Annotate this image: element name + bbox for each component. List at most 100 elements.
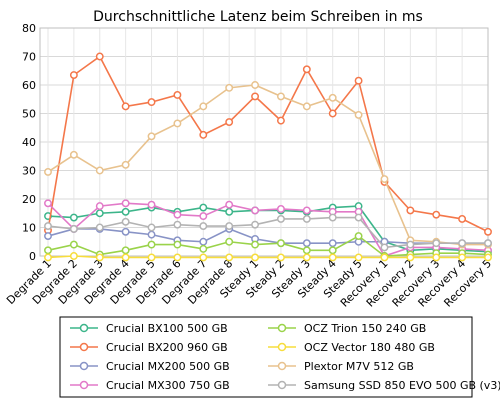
legend-label: OCZ Trion 150 240 GB (304, 322, 426, 335)
plot-area-border (39, 27, 489, 257)
data-point (484, 253, 492, 262)
series-line (47, 84, 488, 246)
data-point (199, 212, 208, 221)
data-point (95, 253, 104, 262)
data-point (199, 222, 208, 231)
data-point (302, 246, 311, 255)
data-point (95, 166, 104, 175)
data-point (147, 200, 156, 209)
data-point (121, 227, 130, 236)
data-point (173, 253, 182, 262)
y-tick-label: 40 (22, 136, 36, 149)
data-point (173, 220, 182, 229)
series-6 (44, 252, 492, 262)
data-point (328, 213, 337, 222)
data-point (276, 239, 285, 248)
data-point (251, 220, 260, 229)
data-point (173, 91, 182, 99)
data-point (173, 119, 182, 128)
series-group (44, 52, 492, 262)
data-point (147, 132, 156, 141)
legend-swatch-marker (79, 361, 89, 371)
data-point (44, 222, 52, 231)
data-point (44, 167, 52, 176)
data-point (199, 253, 208, 262)
data-point (69, 252, 78, 260)
data-point (199, 130, 208, 139)
legend-item: Crucial MX200 500 GB (70, 360, 230, 373)
data-point (328, 109, 337, 118)
legend-swatch-marker (277, 323, 287, 333)
y-tick-label: 60 (22, 79, 36, 92)
legend-swatch-marker (277, 342, 287, 352)
data-point (147, 230, 156, 239)
data-point (380, 243, 389, 252)
data-point (147, 223, 156, 232)
data-point (484, 239, 492, 248)
legend-item: Samsung SSD 850 EVO 500 GB (v3) (268, 379, 500, 392)
data-point (95, 202, 104, 211)
legend-swatch-marker (277, 380, 287, 390)
series-line (47, 235, 489, 257)
data-point (458, 239, 467, 248)
data-point (354, 232, 363, 241)
legend-label: Plextor M7V 512 GB (304, 360, 414, 373)
series-7 (44, 81, 492, 249)
data-point (225, 200, 234, 209)
legend-item: OCZ Trion 150 240 GB (268, 322, 426, 335)
data-point (406, 206, 415, 215)
data-point (173, 210, 182, 219)
data-point (458, 253, 467, 262)
data-point (276, 215, 285, 223)
data-point (251, 206, 260, 215)
data-point (302, 206, 311, 215)
legend-label: Crucial BX200 960 GB (106, 341, 228, 354)
data-point (121, 102, 130, 111)
data-point (354, 213, 363, 222)
data-point (302, 239, 311, 248)
series-8 (44, 213, 492, 252)
legend-label: OCZ Vector 180 480 GB (304, 341, 435, 354)
chart-title: Durchschnittliche Latenz beim Schreiben … (93, 9, 423, 25)
data-point (44, 232, 52, 241)
series-line (47, 216, 488, 249)
data-point (328, 239, 337, 248)
data-point (147, 98, 156, 107)
data-point (147, 240, 156, 249)
legend-label: Crucial BX100 500 GB (106, 322, 228, 335)
data-point (44, 253, 52, 262)
legend-swatch-marker (79, 323, 89, 333)
data-point (302, 65, 311, 74)
data-point (276, 205, 285, 213)
data-point (69, 150, 78, 159)
data-point (251, 92, 260, 101)
data-point (380, 253, 389, 262)
series-line (47, 228, 488, 244)
data-point (173, 240, 182, 249)
y-tick-label: 80 (22, 22, 36, 35)
y-tick-label: 20 (22, 193, 36, 206)
data-point (147, 253, 156, 262)
data-point (69, 224, 78, 233)
legend-item: Crucial MX300 750 GB (70, 379, 230, 392)
data-point (406, 253, 415, 262)
series-line (47, 255, 488, 259)
data-point (328, 253, 337, 262)
data-point (432, 253, 441, 262)
legend-item: Plextor M7V 512 GB (268, 360, 414, 373)
y-tick-label: 30 (22, 165, 36, 178)
data-point (69, 71, 78, 79)
data-point (251, 240, 260, 249)
data-point (121, 246, 130, 255)
data-point (121, 199, 130, 208)
legend-label: Samsung SSD 850 EVO 500 GB (v3) (304, 379, 500, 392)
data-point (199, 203, 208, 212)
legend-swatch-marker (79, 380, 89, 390)
legend-swatch-marker (277, 361, 287, 371)
data-point (354, 76, 363, 85)
data-point (44, 199, 52, 208)
data-point (432, 239, 441, 248)
data-point (484, 227, 492, 236)
data-point (121, 160, 130, 169)
data-point (354, 253, 363, 262)
